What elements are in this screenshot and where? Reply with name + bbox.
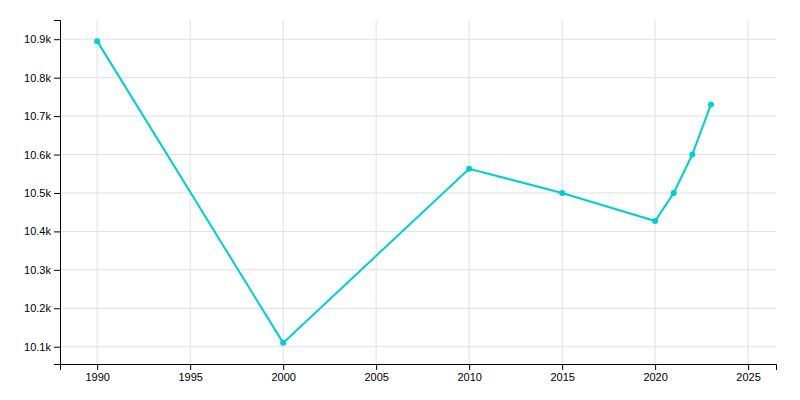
tick-mark: [54, 270, 60, 271]
tick: 1990: [85, 364, 109, 383]
tick: 1995: [178, 364, 202, 383]
tick-mark: [54, 193, 60, 194]
point: [671, 190, 677, 196]
tick: 10.9k: [24, 33, 60, 45]
point: [708, 102, 714, 108]
tick-mark: [54, 231, 60, 232]
tick-label: 2000: [271, 371, 295, 383]
tick-label: 10.3k: [24, 264, 51, 276]
tick: 10.8k: [24, 72, 60, 84]
tick-mark: [54, 78, 60, 79]
grid-line: [60, 308, 776, 309]
tick-label: 1990: [85, 371, 109, 383]
tick-mark: [469, 364, 470, 370]
grid-line: [60, 39, 776, 40]
tick-mark: [655, 364, 656, 370]
tick-label: 10.1k: [24, 341, 51, 353]
tick-label: 10.9k: [24, 33, 51, 45]
point: [689, 152, 695, 158]
grid: [60, 20, 776, 364]
y-axis: 10.1k 10.2k 10.3k 10.4k 10.5k 10.6k 10.7k 10.8k…: [24, 21, 60, 365]
chart-svg: 1990199520002005201020152020202510.1k10.…: [0, 0, 800, 400]
tick-mark: [562, 364, 563, 370]
grid-line: [60, 269, 776, 270]
x-axis: 1990 1995 2000 2005 2010 2015 2020 2025: [61, 364, 777, 383]
axis-line: [61, 365, 777, 371]
tick-label: 10.5k: [24, 187, 51, 199]
tick-mark: [190, 364, 191, 370]
tick-label: 2020: [643, 371, 667, 383]
tick-label: 10.4k: [24, 225, 51, 237]
point: [652, 218, 658, 224]
tick: 2000: [271, 364, 295, 383]
axis-line: [54, 21, 61, 365]
grid-line: [655, 20, 656, 364]
tick: 2010: [457, 364, 481, 383]
tick-label: 1995: [178, 371, 202, 383]
grid-line: [283, 20, 284, 364]
tick-mark: [54, 116, 60, 117]
tick: 10.3k: [24, 264, 60, 276]
tick-label: 2015: [550, 371, 574, 383]
grid-line: [60, 192, 776, 193]
point: [94, 38, 100, 44]
grid-line: [469, 20, 470, 364]
tick-mark: [376, 364, 377, 370]
plot-area: 1990199520002005201020152020202510.1k10.…: [24, 20, 776, 383]
tick: 2015: [550, 364, 574, 383]
tick: 10.1k: [24, 341, 60, 353]
tick: 10.4k: [24, 225, 60, 237]
grid-line: [60, 231, 776, 232]
point: [280, 340, 286, 346]
grid-line: [60, 116, 776, 117]
grid-line: [60, 77, 776, 78]
tick-label: 2025: [736, 371, 760, 383]
marks: [94, 38, 714, 346]
tick-mark: [748, 364, 749, 370]
tick-label: 10.2k: [24, 302, 51, 314]
grid-line: [97, 20, 98, 364]
tick-mark: [54, 155, 60, 156]
line: [97, 41, 711, 343]
tick: 2025: [736, 364, 760, 383]
tick-label: 10.7k: [24, 110, 51, 122]
tick-mark: [283, 364, 284, 370]
tick-mark: [54, 308, 60, 309]
tick-label: 10.6k: [24, 149, 51, 161]
grid-line: [60, 346, 776, 347]
tick: 2020: [643, 364, 667, 383]
tick: 10.2k: [24, 302, 60, 314]
point: [559, 190, 565, 196]
tick-label: 2010: [457, 371, 481, 383]
tick-mark: [97, 364, 98, 370]
tick: 10.5k: [24, 187, 60, 199]
tick-label: 10.8k: [24, 72, 51, 84]
point: [466, 166, 472, 172]
tick: 10.6k: [24, 149, 60, 161]
grid-line: [748, 20, 749, 364]
tick-label: 2005: [364, 371, 388, 383]
tick-mark: [54, 347, 60, 348]
tick: 2005: [364, 364, 388, 383]
tick: 10.7k: [24, 110, 60, 122]
grid-line: [376, 20, 377, 364]
tick-mark: [54, 39, 60, 40]
